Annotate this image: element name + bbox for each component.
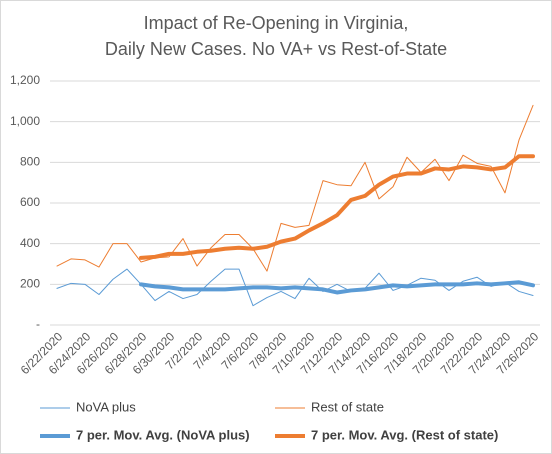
y-tick-label: - <box>36 317 40 331</box>
legend-label: Rest of state <box>311 399 384 414</box>
data-line <box>139 280 535 295</box>
y-tick-label: 800 <box>20 155 40 169</box>
chart-title: Daily New Cases. No VA+ vs Rest-of-State <box>105 39 447 59</box>
legend-label: 7 per. Mov. Avg. (NoVA plus) <box>76 427 250 442</box>
data-line <box>139 154 535 260</box>
data-line <box>56 268 534 307</box>
data-line <box>56 104 534 272</box>
legend-label: 7 per. Mov. Avg. (Rest of state) <box>311 427 498 442</box>
y-tick-label: 1,200 <box>10 73 40 87</box>
y-tick-label: 400 <box>20 236 40 250</box>
chart-title: Impact of Re-Opening in Virginia, <box>144 13 409 33</box>
y-tick-label: 1,000 <box>10 114 40 128</box>
legend-label: NoVA plus <box>76 399 136 414</box>
y-tick-label: 200 <box>20 277 40 291</box>
y-tick-label: 600 <box>20 195 40 209</box>
